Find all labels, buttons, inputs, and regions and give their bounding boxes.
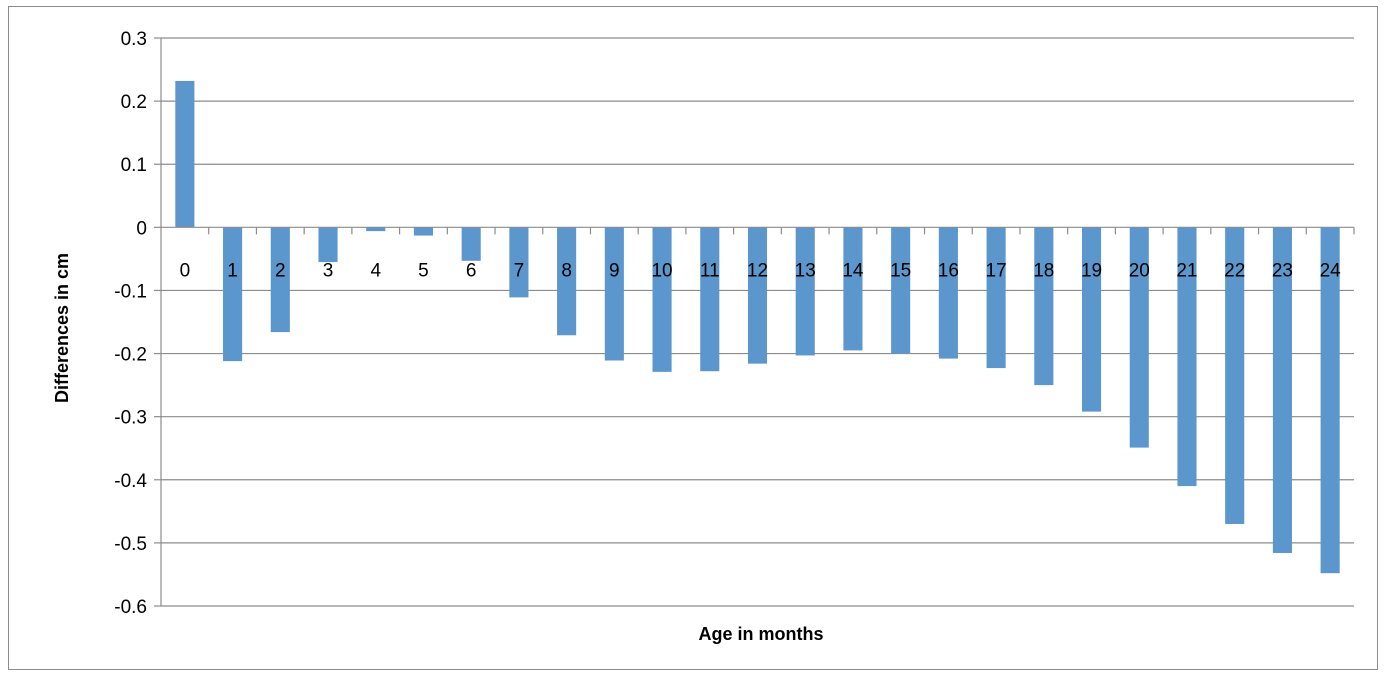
y-tick-label: -0.3: [114, 408, 147, 429]
x-tick-label: 2: [275, 260, 286, 281]
x-tick-label: 11: [700, 260, 720, 281]
bar-11: [700, 227, 720, 372]
bar-5: [413, 227, 434, 236]
bar-10: [652, 227, 672, 372]
bar-13: [795, 227, 815, 356]
bar-4: [366, 227, 386, 232]
bar-20: [1129, 227, 1149, 448]
x-tick-label: 24: [1320, 260, 1342, 281]
x-tick-label: 5: [418, 260, 429, 281]
bar-17: [986, 227, 1006, 369]
bar-6: [461, 227, 481, 261]
x-tick-label: 13: [795, 260, 816, 281]
x-tick-label: 3: [323, 260, 334, 281]
x-tick-label: 14: [842, 260, 864, 281]
y-tick-label: -0.1: [114, 281, 147, 302]
bar-12: [747, 227, 768, 364]
y-tick-label: 0.3: [121, 29, 147, 50]
bar-24: [1320, 227, 1340, 574]
y-tick-label: 0: [136, 218, 147, 239]
x-tick-label: 21: [1176, 260, 1197, 281]
x-tick-label: 12: [747, 260, 768, 281]
x-tick-label: 18: [1033, 260, 1054, 281]
bar-23: [1272, 227, 1292, 553]
bar-21: [1177, 227, 1197, 487]
y-axis-title: Differences in cm: [52, 253, 72, 403]
bar-18: [1034, 227, 1054, 386]
x-tick-labels: 0 1 2 3 4 5 6 7 8 9 10 11 12 13 14 15 16 17 18 19 20 21 22 23 24: [180, 260, 1342, 281]
x-tick-label: 16: [938, 260, 959, 281]
x-tick-label: 15: [890, 260, 911, 281]
x-tick-label: 10: [651, 260, 672, 281]
x-axis-title: Age in months: [699, 624, 824, 644]
bar-15: [891, 227, 911, 354]
bar-2: [270, 227, 290, 333]
x-tick-label: 4: [370, 260, 381, 281]
x-tick-label: 17: [986, 260, 1007, 281]
bar-7: [509, 227, 529, 298]
bar-22: [1225, 227, 1245, 524]
bar-0: [175, 80, 195, 228]
y-tick-label: -0.4: [114, 471, 147, 492]
bar-14: [843, 227, 863, 351]
axes: [154, 37, 1355, 607]
x-tick-label: 23: [1272, 260, 1293, 281]
bar-9: [604, 227, 624, 361]
y-tick-label: -0.2: [114, 345, 147, 366]
x-tick-label: 7: [514, 260, 525, 281]
bar-1: [223, 227, 243, 362]
bar-8: [557, 227, 577, 336]
y-tick-label: -0.6: [114, 597, 147, 618]
x-tick-label: 0: [180, 260, 191, 281]
bars: [175, 80, 1340, 574]
bar-16: [938, 227, 958, 359]
bar-3: [318, 227, 338, 263]
x-tick-label: 1: [227, 260, 238, 281]
x-tick-label: 19: [1081, 260, 1102, 281]
y-tick-labels: 0.3 0.2 0.1 0 -0.1 -0.2 -0.3 -0.4 -0.5 -0.6: [114, 29, 147, 618]
y-tick-label: 0.2: [121, 92, 147, 113]
x-tick-label: 9: [609, 260, 620, 281]
y-tick-label: -0.5: [114, 534, 147, 555]
x-tick-label: 22: [1224, 260, 1245, 281]
x-tick-label: 6: [466, 260, 477, 281]
x-tick-label: 8: [561, 260, 572, 281]
bar-19: [1081, 227, 1102, 412]
y-tick-label: 0.1: [121, 155, 147, 176]
x-tick-label: 20: [1129, 260, 1150, 281]
